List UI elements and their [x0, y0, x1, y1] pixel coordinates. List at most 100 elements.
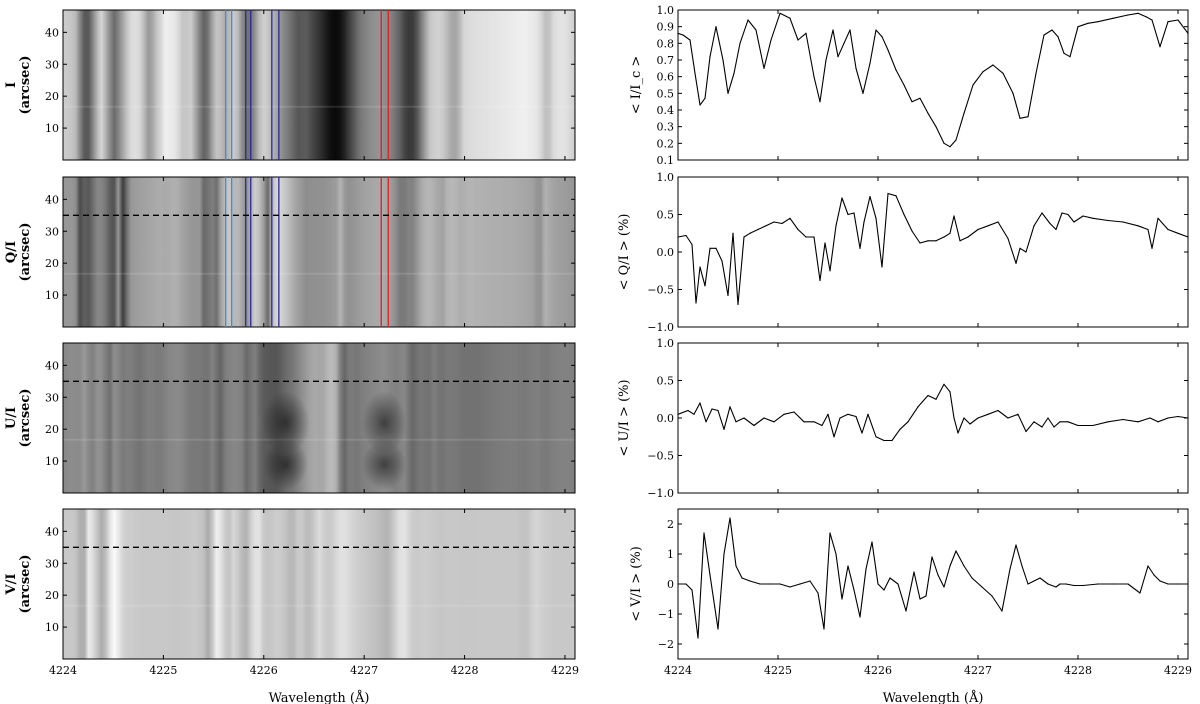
profile-Q-xticks	[677, 177, 1179, 327]
profile-Q-point	[727, 294, 729, 297]
profile-U-point	[705, 421, 707, 423]
profile-U-point	[883, 439, 885, 442]
profile-I-point	[1187, 32, 1189, 34]
profile-V-point	[1082, 584, 1084, 587]
profile-I-point	[869, 62, 871, 64]
profile-I-point	[855, 67, 857, 69]
profile-I-point	[972, 84, 974, 86]
profile-Q-point	[987, 225, 989, 227]
profile-V-point	[1015, 544, 1017, 546]
profile-I-point	[1077, 26, 1079, 28]
profile-I-point	[704, 97, 706, 99]
heatmap-I-body	[63, 10, 575, 160]
profile-V-point	[859, 616, 861, 618]
profile-I-point	[1137, 12, 1139, 14]
ytick-label: 0.9	[657, 21, 675, 34]
ytick-label: 1.0	[657, 4, 675, 17]
profile-V-point	[1153, 574, 1155, 576]
profile-V-xticks: 4224 4225 4226 4227 4228 4229	[664, 509, 1192, 677]
ytick-label: 30	[45, 391, 59, 404]
profile-Q-point	[805, 236, 807, 238]
profile-V-point	[723, 553, 725, 555]
profile-U-point	[1033, 421, 1035, 423]
profile-Q-point	[935, 240, 937, 242]
heatmap-I-ylabel2: (arcsec)	[18, 56, 33, 115]
profile-I-yticks: 0.1 0.2 0.3 0.4 0.5 0.6 0.7 0.8 0.9 1.0	[657, 4, 1188, 167]
profile-I-point	[955, 139, 957, 141]
heatmap-V-frame	[62, 508, 576, 660]
profile-V-point	[931, 556, 933, 558]
profile-V-yticks: −2 −1 0 1 2	[658, 518, 1188, 651]
ytick-label: 10	[45, 455, 59, 468]
profile-I-point	[813, 76, 815, 78]
profile-Q-point	[1007, 237, 1009, 240]
heatmap-I-image	[63, 10, 575, 160]
profile-I-point	[935, 126, 937, 128]
profile-Q-point	[869, 195, 871, 198]
heatmap-V-xticks: 4224 4225 4226 4227 4228 4229	[49, 509, 579, 677]
profile-I-point	[1002, 72, 1004, 74]
heatmap-U-blob	[261, 390, 310, 455]
profile-V-point	[717, 628, 719, 630]
profile-V-ylabel: < V/I > (%)	[629, 546, 644, 622]
profile-Q-point	[943, 236, 945, 238]
profile-V-point	[1039, 577, 1041, 579]
profile-U-point	[855, 415, 857, 418]
ytick-label: 0	[667, 578, 674, 591]
heatmap-V-ylabel2: (arcsec)	[18, 555, 33, 614]
ytick-label: −0.5	[647, 284, 674, 297]
heatmap-Q-yticks: 10 20 30 40	[45, 193, 575, 302]
profile-U-point	[1092, 424, 1094, 427]
heatmap-U-blob	[362, 438, 407, 490]
profile-I-line	[677, 12, 1189, 148]
profile-V-point	[799, 583, 801, 585]
profile-U-point	[717, 409, 719, 412]
profile-U-point	[875, 436, 877, 438]
profile-I-point	[849, 29, 851, 31]
ytick-label: 0.5	[657, 87, 675, 100]
profile-V-point	[1027, 583, 1029, 585]
profile-U-point	[1053, 426, 1055, 428]
profile-U-point	[1047, 417, 1049, 419]
ytick-label: 0.5	[657, 375, 675, 388]
profile-U-point	[987, 413, 989, 415]
profile-I-point	[689, 39, 691, 41]
heatmap-I-ylabel1: I	[4, 82, 19, 88]
profile-V-point	[925, 595, 927, 597]
profile-V-point	[981, 586, 983, 588]
heatmap-U-ylabel1: U/I	[4, 407, 19, 429]
profile-V-point	[823, 628, 825, 630]
profile-Q-point	[1041, 212, 1043, 214]
profile-V-point	[1127, 583, 1129, 585]
profile-U-xticks	[677, 343, 1179, 493]
xtick-label: 4224	[664, 664, 692, 677]
profile-U-point	[977, 417, 979, 419]
profile-V-point	[1147, 565, 1149, 567]
profile-V-point	[889, 577, 891, 579]
profile-V: −2 −1 0 1 2 4224 4225 4226 4227 4228 4229 < V/I >…	[629, 508, 1192, 704]
profile-I-point	[843, 42, 845, 44]
profile-V-point	[741, 577, 743, 579]
ytick-label: 30	[45, 225, 59, 238]
ytick-label: 0.1	[657, 154, 675, 167]
profile-V-point	[691, 589, 693, 591]
profile-U-point	[827, 413, 829, 415]
profile-Q-point	[781, 222, 783, 225]
profile-V-point	[835, 553, 837, 555]
profile-V-point	[685, 583, 687, 585]
heatmap-Q-ylabel1: Q/I	[4, 241, 19, 263]
heatmap-U-blob	[362, 390, 407, 455]
profile-U-point	[1167, 417, 1169, 419]
heatmap-U-blob	[263, 438, 309, 490]
profile-V-point	[905, 610, 907, 612]
profile-I-point	[1112, 17, 1114, 19]
profile-Q-point	[1122, 221, 1124, 223]
profile-U-point	[1017, 413, 1019, 415]
profile-I-point	[1043, 34, 1045, 36]
profile-V-point	[847, 565, 849, 567]
profile-U-point	[969, 423, 971, 425]
profile-I-point	[779, 12, 781, 14]
ytick-label: 0.0	[657, 412, 675, 425]
profile-V-point	[897, 583, 899, 585]
profile-V-point	[1097, 583, 1099, 585]
